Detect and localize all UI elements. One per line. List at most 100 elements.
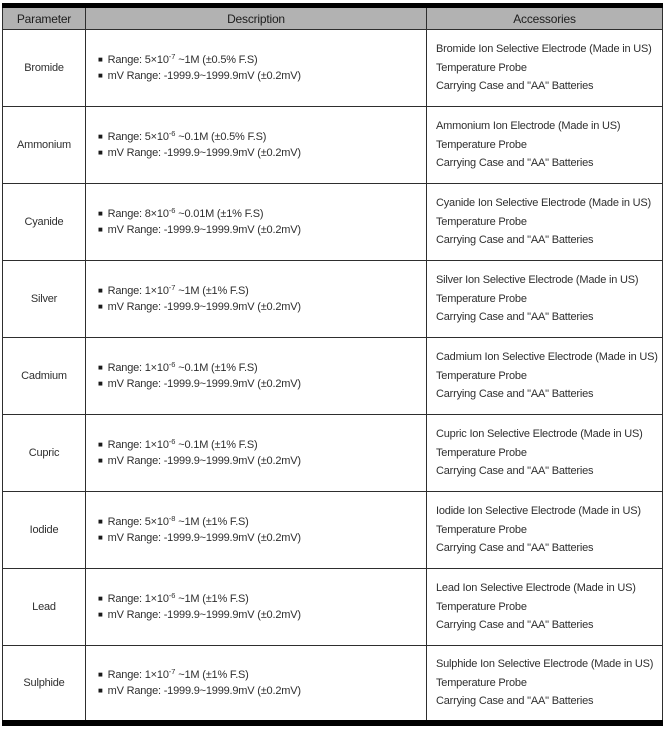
- accessory-temperature-probe: Temperature Probe: [436, 446, 527, 459]
- range-line: ■ Range: 1×10-6 ~0.1M (±1% F.S): [98, 361, 420, 374]
- accessory-electrode: Lead Ion Selective Electrode (Made in US…: [436, 582, 636, 595]
- table-body: Bromide ■ Range: 5×10-7 ~1M (±0.5% F.S) ■…: [2, 29, 663, 723]
- parameter-cell: Cadmium: [2, 337, 86, 415]
- description-cell: ■ Range: 5×10-6 ~0.1M (±0.5% F.S) ■ mV Ran…: [85, 106, 427, 184]
- table-row: Silver ■ Range: 1×10-7 ~1M (±1% F.S) ■ mV …: [2, 260, 663, 338]
- square-bullet-icon: ■: [98, 132, 103, 141]
- accessories-cell: Cyanide Ion Selective Electrode (Made in…: [426, 183, 663, 261]
- parameter-label: Silver: [30, 293, 58, 305]
- parameter-cell: Silver: [2, 260, 86, 338]
- square-bullet-icon: ■: [98, 669, 103, 679]
- range-rest: ~0.1M (±1% F.S): [175, 439, 258, 451]
- accessories-cell: Sulphide Ion Selective Electrode (Made i…: [426, 645, 663, 723]
- accessory-temperature-probe: Temperature Probe: [436, 523, 527, 536]
- header-row: Parameter Description Accessories: [2, 5, 663, 30]
- accessory-electrode: Silver Ion Selective Electrode (Made in …: [436, 274, 639, 287]
- accessory-electrode: Cadmium Ion Selective Electrode (Made in…: [436, 351, 658, 364]
- accessories-cell: Cupric Ion Selective Electrode (Made in …: [426, 414, 663, 492]
- table-row: Lead ■ Range: 1×10-6 ~1M (±1% F.S) ■ mV Ra…: [2, 568, 663, 646]
- range-line: ■ Range: 5×10-8 ~1M (±1% F.S): [98, 514, 420, 528]
- accessory-carrying-case: Carrying Case and "AA" Batteries: [436, 619, 594, 632]
- accessory-carrying-case: Carrying Case and "AA" Batteries: [436, 157, 594, 170]
- description-cell: ■ Range: 1×10-6 ~0.1M (±1% F.S) ■ mV Range…: [85, 414, 427, 492]
- mv-range-line: ■ mV Range: -1999.9~1999.9mV (±0.2mV): [98, 70, 420, 82]
- square-bullet-icon: ■: [98, 71, 103, 80]
- mv-range-line: ■ mV Range: -1999.9~1999.9mV (±0.2mV): [98, 685, 420, 697]
- mv-range-text: mV Range: -1999.9~1999.9mV (±0.2mV): [107, 70, 301, 82]
- accessory-electrode: Bromide Ion Selective Electrode (Made in…: [436, 43, 652, 56]
- table-row: Ammonium ■ Range: 5×10-6 ~0.1M (±0.5% F.S…: [2, 106, 663, 184]
- square-bullet-icon: ■: [98, 302, 103, 311]
- square-bullet-icon: ■: [98, 594, 103, 603]
- accessories-cell: Silver Ion Selective Electrode (Made in …: [426, 260, 663, 338]
- table-row: Cupric ■ Range: 1×10-6 ~0.1M (±1% F.S) ■ m…: [2, 414, 663, 492]
- accessory-carrying-case: Carrying Case and "AA" Batteries: [436, 80, 594, 93]
- accessories-cell: Ammonium Ion Electrode (Made in US) Temp…: [426, 106, 663, 184]
- range-exponent: -8: [168, 514, 176, 523]
- range-base: Range: 1×10: [107, 439, 169, 451]
- description-cell: ■ Range: 5×10-8 ~1M (±1% F.S) ■ mV Range: …: [85, 491, 427, 569]
- mv-range-text: mV Range: -1999.9~1999.9mV (±0.2mV): [107, 147, 301, 159]
- accessory-carrying-case: Carrying Case and "AA" Batteries: [436, 311, 594, 324]
- accessory-carrying-case: Carrying Case and "AA" Batteries: [436, 695, 594, 707]
- parameter-cell: Cupric: [2, 414, 86, 492]
- range-base: Range: 1×10: [107, 362, 169, 374]
- mv-range-text: mV Range: -1999.9~1999.9mV (±0.2mV): [107, 532, 301, 544]
- accessories-cell: Cadmium Ion Selective Electrode (Made in…: [426, 337, 663, 415]
- accessory-carrying-case: Carrying Case and "AA" Batteries: [436, 465, 594, 478]
- accessory-carrying-case: Carrying Case and "AA" Batteries: [436, 234, 594, 247]
- square-bullet-icon: ■: [98, 225, 103, 234]
- accessory-temperature-probe: Temperature Probe: [436, 138, 527, 151]
- table-row: Iodide ■ Range: 5×10-8 ~1M (±1% F.S) ■ mV …: [2, 491, 663, 569]
- parameter-label: Ammonium: [16, 139, 72, 151]
- header-accessories: Accessories: [426, 5, 663, 30]
- description-cell: ■ Range: 1×10-7 ~1M (±1% F.S) ■ mV Range: …: [85, 260, 427, 338]
- description-cell: ■ Range: 1×10-7 ~1M (±1% F.S) ■ mV Range: …: [85, 645, 427, 723]
- range-exponent: -7: [168, 283, 176, 292]
- accessory-carrying-case: Carrying Case and "AA" Batteries: [436, 542, 594, 555]
- range-base: Range: 5×10: [107, 516, 169, 528]
- square-bullet-icon: ■: [98, 363, 103, 372]
- mv-range-text: mV Range: -1999.9~1999.9mV (±0.2mV): [107, 455, 301, 467]
- square-bullet-icon: ■: [98, 685, 103, 695]
- mv-range-text: mV Range: -1999.9~1999.9mV (±0.2mV): [107, 301, 301, 313]
- table-row: Cadmium ■ Range: 1×10-6 ~0.1M (±1% F.S) ■…: [2, 337, 663, 415]
- range-rest: ~1M (±1% F.S): [175, 668, 249, 681]
- range-line: ■ Range: 1×10-7 ~1M (±1% F.S): [98, 668, 420, 681]
- description-cell: ■ Range: 1×10-6 ~1M (±1% F.S) ■ mV Range: …: [85, 568, 427, 646]
- mv-range-text: mV Range: -1999.9~1999.9mV (±0.2mV): [107, 609, 301, 621]
- accessory-electrode: Iodide Ion Selective Electrode (Made in …: [436, 505, 641, 518]
- parameter-cell: Lead: [2, 568, 86, 646]
- parameter-label: Cyanide: [24, 216, 64, 228]
- mv-range-line: ■ mV Range: -1999.9~1999.9mV (±0.2mV): [98, 532, 420, 544]
- accessory-temperature-probe: Temperature Probe: [436, 600, 527, 613]
- range-line: ■ Range: 1×10-6 ~1M (±1% F.S): [98, 592, 420, 605]
- mv-range-line: ■ mV Range: -1999.9~1999.9mV (±0.2mV): [98, 224, 420, 236]
- range-rest: ~0.1M (±1% F.S): [175, 362, 258, 374]
- square-bullet-icon: ■: [98, 148, 103, 157]
- accessory-electrode: Cyanide Ion Selective Electrode (Made in…: [436, 197, 651, 210]
- range-rest: ~0.01M (±1% F.S): [175, 208, 264, 220]
- range-exponent: -6: [168, 437, 176, 446]
- table-row: Bromide ■ Range: 5×10-7 ~1M (±0.5% F.S) ■…: [2, 29, 663, 107]
- square-bullet-icon: ■: [98, 379, 103, 388]
- square-bullet-icon: ■: [98, 286, 103, 295]
- description-cell: ■ Range: 8×10-6 ~0.01M (±1% F.S) ■ mV Rang…: [85, 183, 427, 261]
- range-rest: ~1M (±1% F.S): [175, 593, 249, 605]
- range-base: Range: 1×10: [107, 668, 169, 681]
- range-line: ■ Range: 8×10-6 ~0.01M (±1% F.S): [98, 207, 420, 220]
- range-rest: ~1M (±1% F.S): [175, 285, 249, 297]
- description-cell: ■ Range: 5×10-7 ~1M (±0.5% F.S) ■ mV Range…: [85, 29, 427, 107]
- parameter-cell: Cyanide: [2, 183, 86, 261]
- mv-range-line: ■ mV Range: -1999.9~1999.9mV (±0.2mV): [98, 609, 420, 621]
- parameter-cell: Bromide: [2, 29, 86, 107]
- parameter-cell: Ammonium: [2, 106, 86, 184]
- range-rest: ~1M (±0.5% F.S): [175, 54, 258, 66]
- mv-range-line: ■ mV Range: -1999.9~1999.9mV (±0.2mV): [98, 455, 420, 467]
- accessory-electrode: Sulphide Ion Selective Electrode (Made i…: [436, 658, 654, 670]
- accessories-cell: Lead Ion Selective Electrode (Made in US…: [426, 568, 663, 646]
- accessory-electrode: Ammonium Ion Electrode (Made in US): [436, 120, 621, 133]
- table-row: Sulphide ■ Range: 1×10-7 ~1M (±1% F.S) ■ m…: [2, 645, 663, 723]
- range-base: Range: 5×10: [107, 131, 169, 143]
- range-line: ■ Range: 1×10-7 ~1M (±1% F.S): [98, 283, 420, 297]
